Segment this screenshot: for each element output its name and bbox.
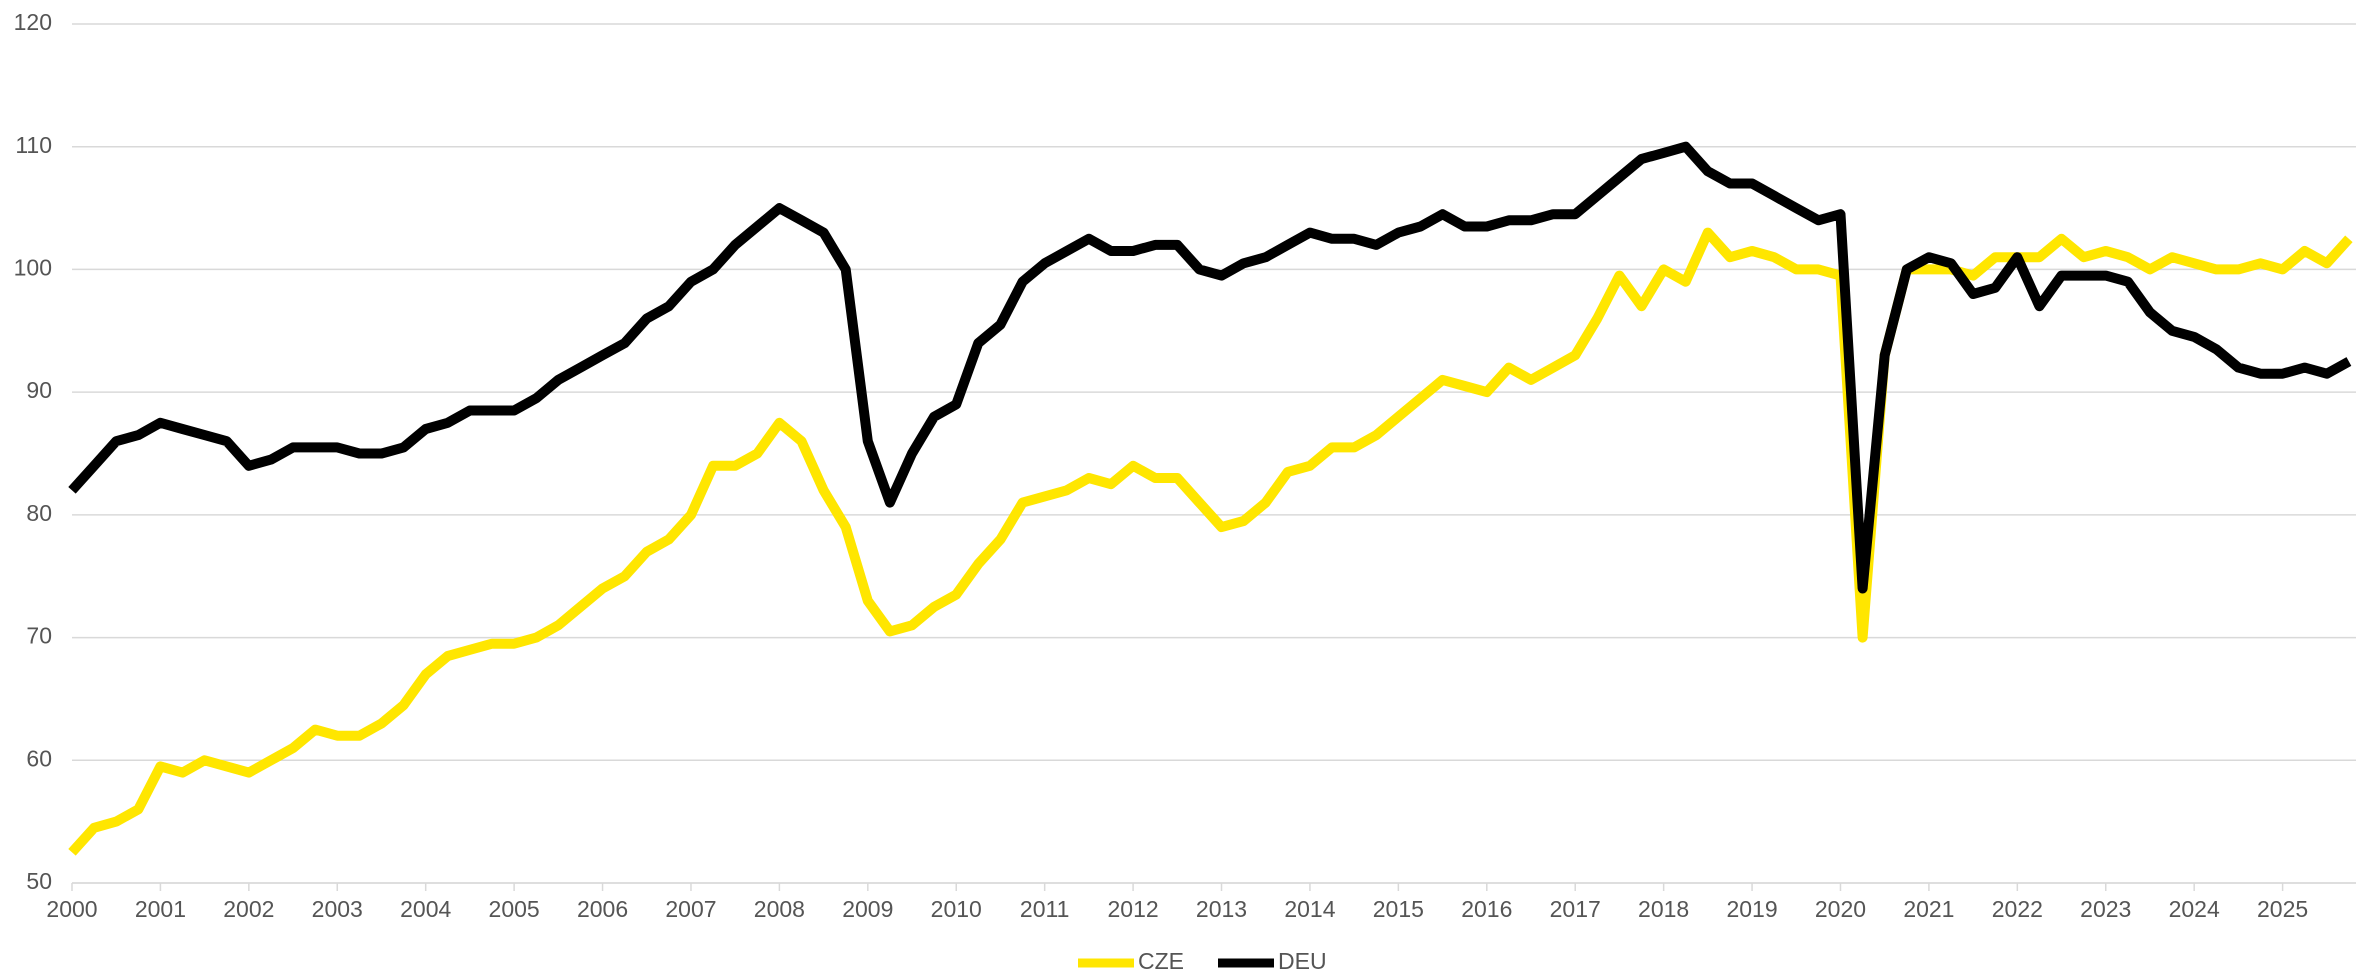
x-tick-label: 2005: [489, 896, 540, 922]
x-tick-label: 2000: [46, 896, 97, 922]
x-tick-label: 2008: [754, 896, 805, 922]
y-tick-label: 80: [26, 500, 52, 526]
x-tick-label: 2009: [842, 896, 893, 922]
x-tick-label: 2014: [1284, 896, 1335, 922]
x-tick-label: 2004: [400, 896, 451, 922]
y-tick-label: 100: [14, 255, 52, 281]
x-tick-label: 2017: [1550, 896, 1601, 922]
x-tick-label: 2002: [223, 896, 274, 922]
x-tick-label: 2025: [2257, 896, 2308, 922]
x-tick-label: 2010: [931, 896, 982, 922]
line-series: [68, 227, 2353, 856]
x-tick-label: 2012: [1108, 896, 1159, 922]
x-tick-label: 2024: [2169, 896, 2220, 922]
x-tick-label: 2016: [1461, 896, 1512, 922]
x-tick-label: 2018: [1638, 896, 1689, 922]
x-tick-label: 2022: [1992, 896, 2043, 922]
x-tick-label: 2013: [1196, 896, 1247, 922]
legend-label: CZE: [1138, 948, 1184, 973]
y-tick-label: 50: [26, 868, 52, 894]
x-tick-label: 2001: [135, 896, 186, 922]
legend-label: DEU: [1278, 948, 1327, 973]
y-tick-label: 120: [14, 9, 52, 35]
y-tick-label: 70: [26, 623, 52, 649]
x-tick-label: 2021: [1903, 896, 1954, 922]
x-tick-label: 2020: [1815, 896, 1866, 922]
x-tick-label: 2019: [1726, 896, 1777, 922]
y-tick-label: 60: [26, 745, 52, 771]
y-tick-label: 110: [15, 132, 52, 158]
x-tick-label: 2007: [665, 896, 716, 922]
x-tick-label: 2003: [312, 896, 363, 922]
x-tick-label: 2015: [1373, 896, 1424, 922]
line-series: [68, 141, 2352, 594]
y-tick-label: 90: [26, 377, 52, 403]
x-tick-label: 2011: [1020, 896, 1069, 922]
x-tick-label: 2023: [2080, 896, 2131, 922]
x-tick-label: 2006: [577, 896, 628, 922]
